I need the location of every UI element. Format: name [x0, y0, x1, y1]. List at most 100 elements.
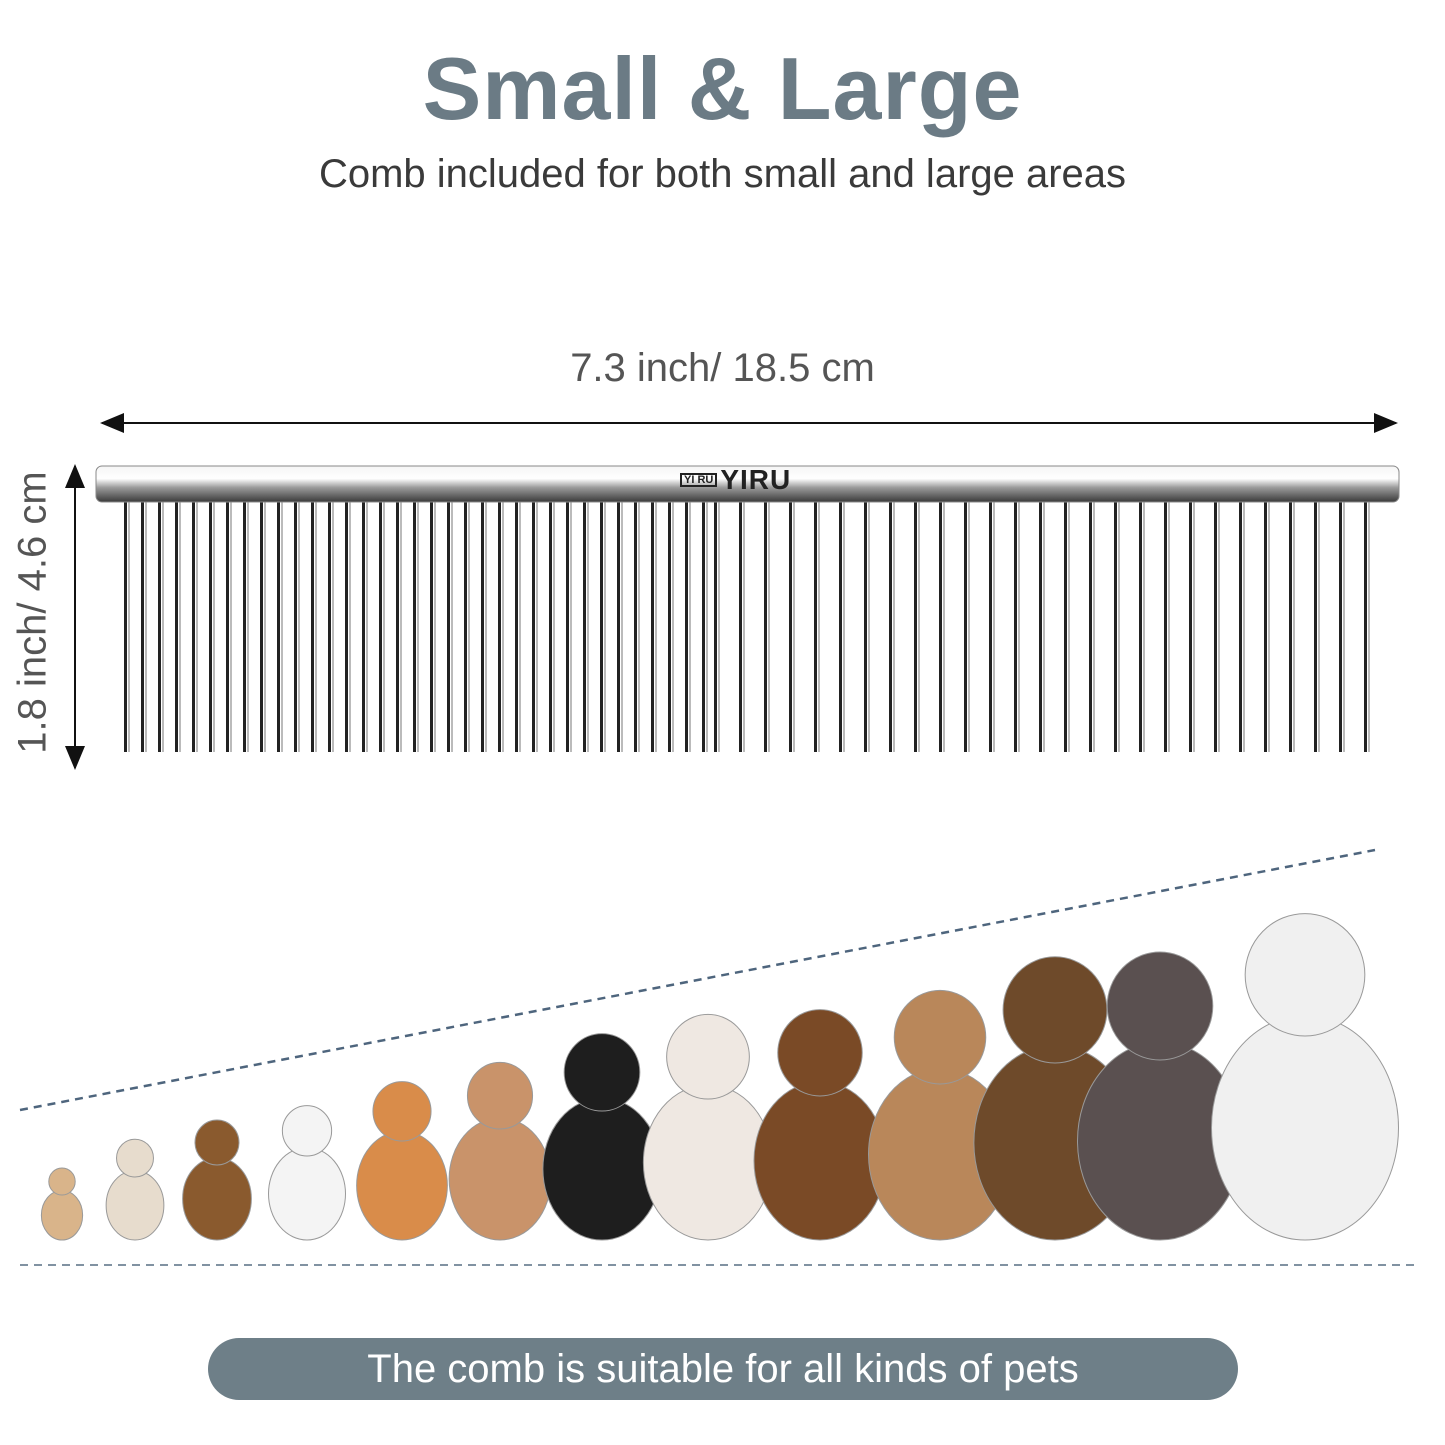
- comb-tooth-highlight: [1068, 500, 1070, 752]
- comb-tooth: [914, 500, 917, 752]
- comb-tooth-highlight: [718, 500, 720, 752]
- comb-tooth: [175, 500, 178, 752]
- comb-tooth: [864, 500, 867, 752]
- comb-tooth: [714, 500, 717, 752]
- dog-image: [268, 1105, 346, 1241]
- comb-tooth: [192, 500, 195, 752]
- comb-tooth-highlight: [145, 500, 147, 752]
- brand-logo: YI RU YIRU: [680, 466, 791, 494]
- comb-tooth: [789, 500, 792, 752]
- comb-tooth-highlight: [1243, 500, 1245, 752]
- comb-tooth-highlight: [621, 500, 623, 752]
- comb-tooth: [1214, 500, 1217, 752]
- comb-tooth-highlight: [1193, 500, 1195, 752]
- comb-tooth: [328, 500, 331, 752]
- comb-tooth-highlight: [536, 500, 538, 752]
- comb-tooth-highlight: [230, 500, 232, 752]
- comb-tooth-highlight: [604, 500, 606, 752]
- comb-tooth-highlight: [1043, 500, 1045, 752]
- comb-spine: [95, 465, 1400, 503]
- comb-tooth: [226, 500, 229, 752]
- comb-tooth-highlight: [349, 500, 351, 752]
- comb-tooth: [464, 500, 467, 752]
- comb-tooth: [345, 500, 348, 752]
- page-subtitle: Comb included for both small and large a…: [318, 152, 1127, 196]
- comb-tooth-highlight: [1293, 500, 1295, 752]
- comb-tooth: [1339, 500, 1342, 752]
- comb-tooth: [277, 500, 280, 752]
- brand-logo-text: YIRU: [720, 464, 792, 495]
- comb-tooth-highlight: [264, 500, 266, 752]
- dog-image: [448, 1061, 552, 1241]
- comb-tooth: [600, 500, 603, 752]
- comb-tooth-highlight: [553, 500, 555, 752]
- comb-tooth: [158, 500, 161, 752]
- comb-tooth-highlight: [451, 500, 453, 752]
- comb-tooth: [243, 500, 246, 752]
- comb-tooth: [379, 500, 382, 752]
- comb-tooth-highlight: [868, 500, 870, 752]
- comb-tooth-highlight: [213, 500, 215, 752]
- page-title: Small & Large: [422, 39, 1023, 138]
- comb-tooth-highlight: [417, 500, 419, 752]
- comb-tooth: [668, 500, 671, 752]
- comb-tooth-highlight: [298, 500, 300, 752]
- dog-image: [642, 1013, 774, 1241]
- comb-tooth: [141, 500, 144, 752]
- comb-tooth: [498, 500, 501, 752]
- comb-tooth-highlight: [672, 500, 674, 752]
- dog-image: [868, 989, 1012, 1241]
- comb-tooth-highlight: [332, 500, 334, 752]
- comb-tooth: [124, 500, 127, 752]
- comb-tooth: [685, 500, 688, 752]
- comb-tooth: [1164, 500, 1167, 752]
- comb-tooth: [430, 500, 433, 752]
- comb-tooth: [651, 500, 654, 752]
- comb-tooth-highlight: [570, 500, 572, 752]
- comb-tooth: [702, 500, 705, 752]
- comb-tooth-highlight: [162, 500, 164, 752]
- comb-tooth: [209, 500, 212, 752]
- comb-tooth-highlight: [1168, 500, 1170, 752]
- comb-tooth: [515, 500, 518, 752]
- comb-tooth-highlight: [1143, 500, 1145, 752]
- comb-tooth: [1289, 500, 1292, 752]
- comb-teeth: [124, 500, 1370, 752]
- dog-image: [105, 1138, 165, 1241]
- comb-tooth: [1089, 500, 1092, 752]
- comb-tooth: [1314, 500, 1317, 752]
- comb-tooth: [294, 500, 297, 752]
- comb-tooth: [549, 500, 552, 752]
- comb-tooth: [617, 500, 620, 752]
- comb-tooth-highlight: [383, 500, 385, 752]
- comb-tooth-highlight: [1118, 500, 1120, 752]
- comb-tooth-highlight: [281, 500, 283, 752]
- comb-tooth: [1039, 500, 1042, 752]
- comb-tooth-highlight: [485, 500, 487, 752]
- comb-tooth: [1239, 500, 1242, 752]
- comb-tooth-highlight: [587, 500, 589, 752]
- comb-tooth: [583, 500, 586, 752]
- width-dimension-label: 7.3 inch/ 18.5 cm: [570, 346, 875, 390]
- comb-tooth-highlight: [366, 500, 368, 752]
- comb-tooth: [1139, 500, 1142, 752]
- brand-logo-box: YI RU: [680, 473, 718, 487]
- dog-image: [356, 1081, 448, 1241]
- comb-tooth-highlight: [1343, 500, 1345, 752]
- dog-lineup: [40, 913, 1399, 1241]
- comb-tooth-highlight: [519, 500, 521, 752]
- dog-image: [542, 1033, 662, 1241]
- comb-tooth-highlight: [893, 500, 895, 752]
- comb-tooth-highlight: [1218, 500, 1220, 752]
- comb-tooth-highlight: [768, 500, 770, 752]
- comb-tooth-highlight: [468, 500, 470, 752]
- dog-image: [182, 1119, 252, 1241]
- suitable-for-pets-banner: The comb is suitable for all kinds of pe…: [208, 1338, 1238, 1400]
- comb-tooth: [634, 500, 637, 752]
- dog-image: [1211, 913, 1399, 1241]
- comb-tooth: [481, 500, 484, 752]
- comb-tooth-highlight: [818, 500, 820, 752]
- comb-tooth: [1064, 500, 1067, 752]
- comb-tooth-highlight: [918, 500, 920, 752]
- dog-image: [1077, 951, 1243, 1241]
